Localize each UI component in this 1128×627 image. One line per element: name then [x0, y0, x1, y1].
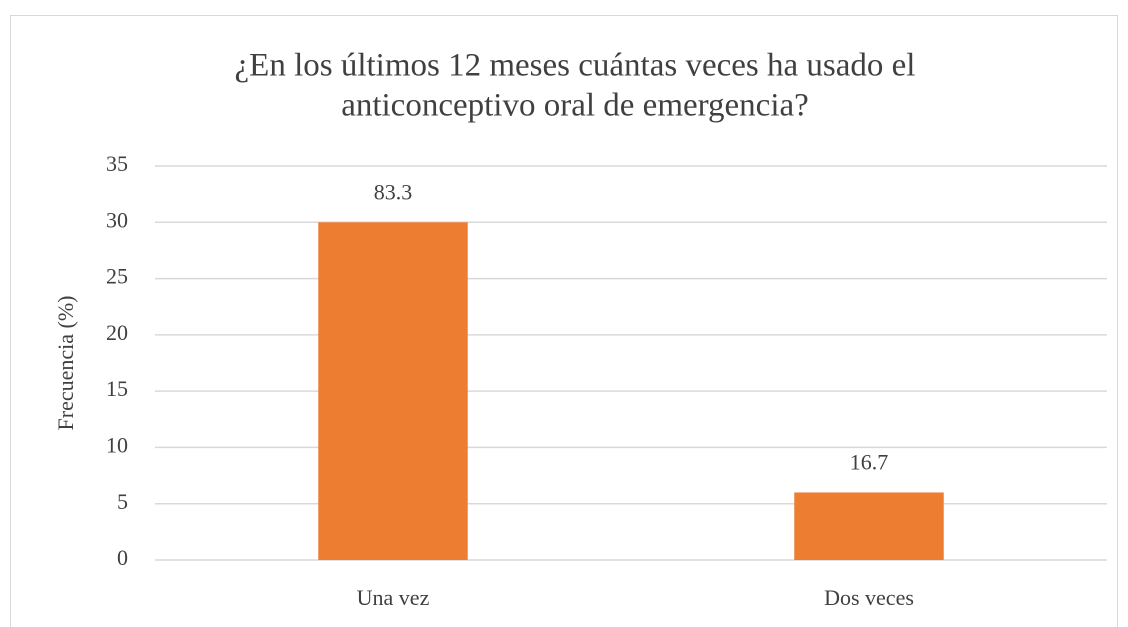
bar [794, 492, 944, 560]
y-tick-label: 10 [106, 432, 128, 457]
chart-title: anticonceptivo oral de emergencia? [341, 88, 809, 124]
y-tick-label: 25 [106, 264, 128, 289]
data-label: 83.3 [374, 179, 413, 204]
y-tick-label: 35 [106, 151, 128, 176]
y-tick-label: 0 [117, 545, 128, 570]
x-tick-label: Una vez [357, 585, 430, 610]
data-label: 16.7 [850, 450, 889, 475]
chart-title: ¿En los últimos 12 meses cuántas veces h… [235, 48, 916, 84]
x-tick-label: Dos veces [824, 585, 914, 610]
y-tick-label: 5 [117, 489, 128, 514]
bar [318, 222, 468, 561]
y-axis-label: Frecuencia (%) [53, 296, 78, 431]
y-tick-label: 20 [106, 320, 128, 345]
y-tick-label: 30 [106, 207, 128, 232]
y-tick-label: 15 [106, 376, 128, 401]
